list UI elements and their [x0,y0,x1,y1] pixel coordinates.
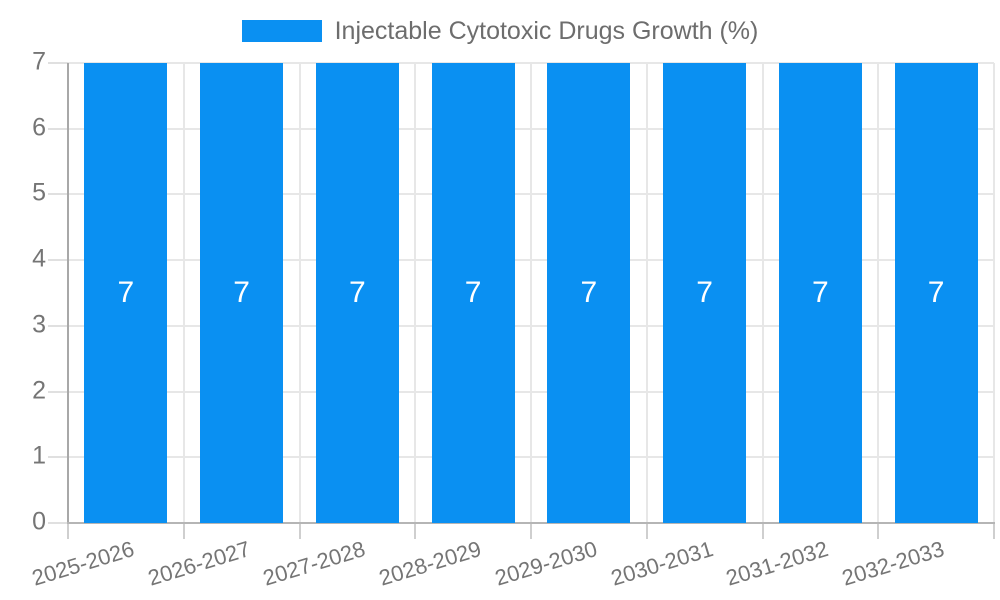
bar-value-label: 7 [812,276,829,309]
x-axis-tick [414,523,417,539]
y-axis-tick [48,127,68,130]
y-axis-tick-label: 4 [32,244,46,273]
bar[interactable]: 7 [547,63,631,523]
legend[interactable]: Injectable Cytotoxic Drugs Growth (%) [0,14,1000,48]
legend-swatch[interactable] [241,20,322,42]
bar[interactable]: 7 [894,63,978,523]
gridline-vertical [645,63,648,523]
gridline-vertical [761,63,764,523]
x-axis-tick [182,523,185,539]
y-axis-tick-label: 7 [32,47,46,76]
bar[interactable]: 7 [431,63,515,523]
bar-value-label: 7 [696,276,713,309]
y-axis-tick-label: 5 [32,178,46,207]
y-axis-tick [48,390,68,393]
y-axis-tick-label: 6 [32,113,46,142]
x-axis-tick [298,523,301,539]
y-axis-tick [48,324,68,327]
y-axis-tick [48,193,68,196]
x-axis-tick [645,523,648,539]
bar-value-label: 7 [233,276,250,309]
x-axis-tick [67,523,69,539]
x-axis-tick [761,523,764,539]
y-axis-tick [48,456,68,459]
gridline-vertical [414,63,417,523]
bar-value-label: 7 [580,276,598,309]
bar[interactable]: 7 [663,63,747,523]
x-axis-line [67,522,995,524]
gridline-vertical [182,63,185,523]
x-axis-tick [993,523,995,539]
bar-value-label: 7 [117,276,135,309]
x-axis-tick [530,523,532,539]
bar[interactable]: 7 [84,63,168,523]
legend-label: Injectable Cytotoxic Drugs Growth (%) [334,16,759,45]
y-axis-tick-label: 2 [32,376,46,405]
y-axis-tick [48,522,68,524]
bar[interactable]: 7 [315,63,399,523]
gridline-vertical [877,63,880,523]
bar-value-label: 7 [464,276,482,309]
bar-value-label: 7 [349,276,366,309]
y-axis-tick [48,62,68,64]
bar[interactable]: 7 [200,63,284,523]
y-axis-tick-label: 0 [32,507,46,536]
y-axis-tick [48,259,68,262]
gridline-vertical [993,63,995,523]
x-axis-tick [877,523,880,539]
y-axis-tick-label: 1 [32,441,46,470]
bar[interactable]: 7 [778,63,862,523]
y-axis-line [67,63,69,523]
gridline-vertical [530,63,532,523]
gridline-vertical [298,63,301,523]
bar-value-label: 7 [927,276,945,309]
y-axis-tick-label: 3 [32,310,46,339]
